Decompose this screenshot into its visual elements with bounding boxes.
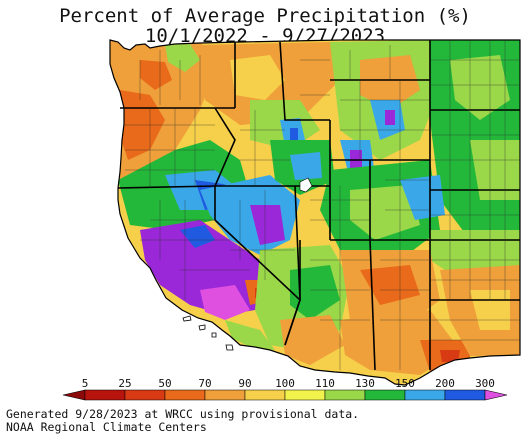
- legend-swatch-110: [324, 389, 366, 401]
- legend-swatch-90: [244, 389, 286, 401]
- legend-label: 50: [158, 377, 171, 390]
- legend-label: 200: [435, 377, 455, 390]
- legend-swatch-50: [164, 389, 206, 401]
- legend-swatch-200: [444, 389, 486, 401]
- legend-swatch-5: [84, 389, 126, 401]
- agency-note: NOAA Regional Climate Centers: [6, 420, 207, 434]
- legend-label: 110: [315, 377, 335, 390]
- legend-swatch-70: [204, 389, 246, 401]
- legend-label: 150: [395, 377, 415, 390]
- map-title: Percent of Average Precipitation (%): [59, 5, 471, 27]
- legend-label: 300: [475, 377, 495, 390]
- legend-swatch-130: [364, 389, 406, 401]
- legend-low-arrow: [62, 389, 86, 401]
- generated-note: Generated 9/28/2023 at WRCC using provis…: [6, 407, 360, 421]
- legend-label: 130: [355, 377, 375, 390]
- legend-swatch-25: [124, 389, 166, 401]
- legend-label: 70: [198, 377, 211, 390]
- legend-high-arrow: [484, 389, 508, 401]
- legend-swatch-100: [284, 389, 326, 401]
- legend-label: 90: [238, 377, 251, 390]
- legend-label: 25: [118, 377, 131, 390]
- legend-label: 5: [82, 377, 89, 390]
- legend-swatch-150: [404, 389, 446, 401]
- legend-label: 100: [275, 377, 295, 390]
